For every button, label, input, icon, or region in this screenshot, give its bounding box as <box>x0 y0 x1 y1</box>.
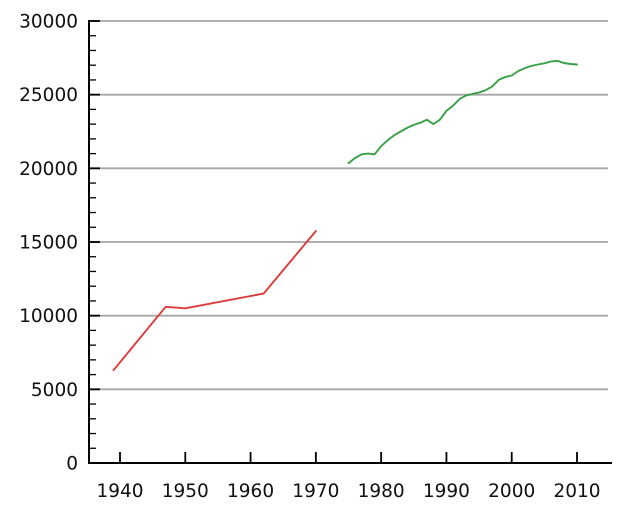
x-tick-label: 1980 <box>358 481 405 502</box>
x-tick-label: 1970 <box>292 481 339 502</box>
x-tick-label: 2000 <box>488 481 535 502</box>
y-tick-label: 20000 <box>19 159 78 180</box>
y-tick-label: 30000 <box>19 12 78 33</box>
x-tick-label: 1990 <box>423 481 470 502</box>
x-tick-label: 1950 <box>162 481 209 502</box>
x-tick-label: 2010 <box>553 481 600 502</box>
y-tick-label: 25000 <box>19 85 78 106</box>
y-tick-label: 10000 <box>19 306 78 327</box>
y-tick-label: 0 <box>66 454 78 475</box>
gridlines <box>89 20 608 391</box>
axes <box>88 20 612 464</box>
data-series <box>112 59 578 372</box>
y-tick-label: 5000 <box>31 380 78 401</box>
x-tick-label: 1940 <box>96 481 143 502</box>
tick-labels: 0 5000 10000 15000 20000 25000 30000 1940 1950 19… <box>19 12 600 503</box>
green-line <box>347 59 578 165</box>
x-tick-label: 1960 <box>227 481 274 502</box>
red-line <box>112 230 317 372</box>
y-tick-label: 15000 <box>19 233 78 254</box>
